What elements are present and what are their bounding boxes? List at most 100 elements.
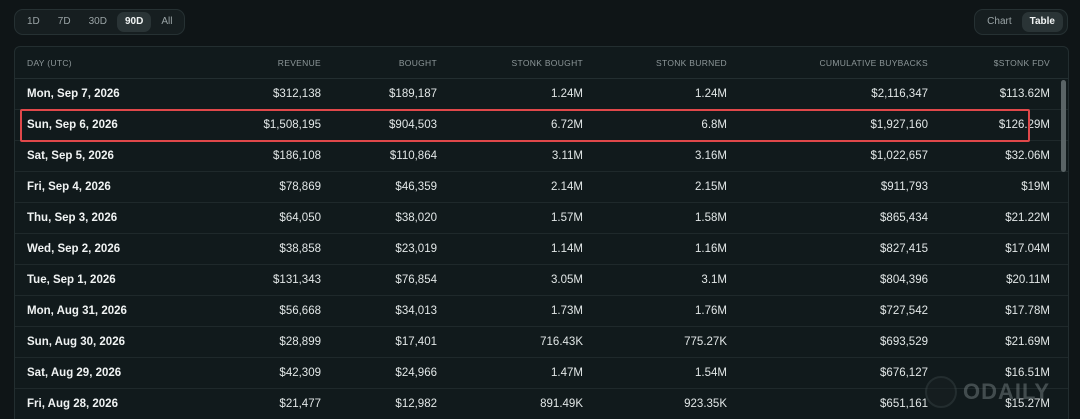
range-7d-button[interactable]: 7D [57,16,71,27]
cell-revenue: $56,668 [279,305,321,317]
cell-revenue: $21,477 [279,398,321,410]
cell-stonk-burned: 1.16M [695,243,727,255]
range-90d-button[interactable]: 90D [116,12,152,32]
cell-cumulative-buybacks: $1,927,160 [870,119,928,131]
cell-cumulative-buybacks: $827,415 [880,243,928,255]
cell-stonk-fdv: $16.51M [1005,367,1050,379]
table-row[interactable]: Wed, Sep 2, 2026 $38,858 $23,019 1.14M 1.16M… [15,234,1068,265]
header-day[interactable]: DAY (UTC) [27,58,72,68]
cell-stonk-bought: 1.14M [551,243,583,255]
watermark-text: ODAILY [963,379,1051,404]
scrollbar-thumb[interactable] [1061,80,1066,172]
range-30d-button[interactable]: 30D [88,16,107,27]
cell-stonk-bought: 6.72M [551,119,583,131]
cell-revenue: $1,508,195 [263,119,321,131]
cell-day: Wed, Sep 2, 2026 [27,243,121,255]
table-row[interactable]: Sat, Aug 29, 2026 $42,309 $24,966 1.47M 1.54… [15,358,1068,389]
chart-view-button[interactable]: Chart [987,16,1012,27]
header-stonk-burned[interactable]: STONK BURNED [656,58,727,68]
cell-bought: $38,020 [395,212,437,224]
view-toggle: Chart Table [974,9,1068,35]
cell-stonk-bought: 3.05M [551,274,583,286]
cell-stonk-burned: 923.35K [684,398,727,410]
cell-day: Fri, Sep 4, 2026 [27,181,111,193]
header-bought[interactable]: BOUGHT [398,58,437,68]
cell-revenue: $186,108 [273,150,321,162]
cell-bought: $189,187 [389,88,437,100]
cell-stonk-bought: 1.73M [551,305,583,317]
header-stonk-bought[interactable]: STONK BOUGHT [511,58,583,68]
cell-bought: $46,359 [395,181,437,193]
cell-cumulative-buybacks: $911,793 [880,181,928,193]
cell-revenue: $38,858 [279,243,321,255]
cell-revenue: $131,343 [273,274,321,286]
table-view-button[interactable]: Table [1021,12,1063,32]
cell-stonk-bought: 716.43K [540,336,583,348]
cell-stonk-fdv: $20.11M [1006,274,1050,286]
range-1d-button[interactable]: 1D [27,16,40,27]
header-revenue[interactable]: REVENUE [277,58,321,68]
cell-stonk-fdv: $17.04M [1005,243,1050,255]
table-row[interactable]: Fri, Aug 28, 2026 $21,477 $12,982 891.49K 92… [15,389,1068,419]
cell-stonk-bought: 1.24M [551,88,583,100]
cell-cumulative-buybacks: $865,434 [880,212,928,224]
cell-day: Sat, Aug 29, 2026 [27,367,122,379]
cell-bought: $17,401 [395,336,437,348]
cell-stonk-burned: 6.8M [701,119,727,131]
cell-bought: $23,019 [395,243,437,255]
cell-bought: $34,013 [395,305,437,317]
cell-stonk-bought: 3.11M [551,150,583,162]
cell-stonk-fdv: $32.06M [1005,150,1050,162]
cell-stonk-bought: 1.57M [551,212,583,224]
watermark-logo-icon [925,376,957,408]
cell-cumulative-buybacks: $2,116,347 [871,88,928,100]
cell-stonk-fdv: $15.27M [1005,398,1050,410]
cell-bought: $904,503 [389,119,437,131]
cell-bought: $110,864 [389,150,437,162]
cell-stonk-fdv: $21.22M [1005,212,1050,224]
cell-revenue: $64,050 [279,212,321,224]
cell-stonk-burned: 775.27K [684,336,727,348]
table-row[interactable]: Sat, Sep 5, 2026 $186,108 $110,864 3.11M 3.1… [15,141,1068,172]
time-range-selector: 1D 7D 30D 90D All [14,9,186,35]
cell-cumulative-buybacks: $804,396 [880,274,928,286]
cell-revenue: $312,138 [273,88,321,100]
buybacks-table: DAY (UTC) REVENUE BOUGHT STONK BOUGHT ST… [14,46,1069,419]
cell-stonk-burned: 3.16M [695,150,727,162]
cell-stonk-fdv: $113.62M [999,88,1050,100]
cell-stonk-bought: 1.47M [551,367,583,379]
table-row[interactable]: Tue, Sep 1, 2026 $131,343 $76,854 3.05M 3.1M… [15,265,1068,296]
table-body: Mon, Sep 7, 2026 $312,138 $189,187 1.24M 1.2… [15,79,1068,419]
cell-revenue: $28,899 [279,336,321,348]
watermark: ODAILY [925,376,1050,408]
cell-stonk-bought: 891.49K [540,398,583,410]
header-stonk-fdv[interactable]: $STONK FDV [993,58,1050,68]
cell-revenue: $78,869 [279,181,321,193]
cell-day: Mon, Aug 31, 2026 [27,305,127,317]
cell-cumulative-buybacks: $727,542 [880,305,928,317]
table-row[interactable]: Thu, Sep 3, 2026 $64,050 $38,020 1.57M 1.58M… [15,203,1068,234]
table-row[interactable]: Mon, Sep 7, 2026 $312,138 $189,187 1.24M 1.2… [15,79,1068,110]
cell-cumulative-buybacks: $1,022,657 [870,150,928,162]
cell-stonk-fdv: $17.78M [1005,305,1050,317]
table-row[interactable]: Mon, Aug 31, 2026 $56,668 $34,013 1.73M 1.76… [15,296,1068,327]
cell-stonk-burned: 1.24M [695,88,727,100]
cell-day: Sun, Aug 30, 2026 [27,336,125,348]
cell-stonk-fdv: $19M [1021,181,1050,193]
table-row[interactable]: Sun, Sep 6, 2026 $1,508,195 $904,503 6.72M 6… [15,110,1068,141]
cell-stonk-burned: 1.76M [695,305,727,317]
table-row[interactable]: Fri, Sep 4, 2026 $78,869 $46,359 2.14M 2.15M… [15,172,1068,203]
cell-bought: $24,966 [395,367,437,379]
cell-day: Fri, Aug 28, 2026 [27,398,118,410]
table-header: DAY (UTC) REVENUE BOUGHT STONK BOUGHT ST… [15,47,1068,79]
cell-cumulative-buybacks: $693,529 [880,336,928,348]
cell-stonk-bought: 2.14M [551,181,583,193]
range-all-button[interactable]: All [161,16,173,27]
cell-stonk-fdv: $21.69M [1005,336,1050,348]
cell-stonk-burned: 1.54M [695,367,727,379]
header-cumulative-buybacks[interactable]: CUMULATIVE BUYBACKS [819,58,928,68]
cell-stonk-burned: 1.58M [695,212,727,224]
cell-day: Sat, Sep 5, 2026 [27,150,114,162]
table-row[interactable]: Sun, Aug 30, 2026 $28,899 $17,401 716.43K 77… [15,327,1068,358]
cell-day: Thu, Sep 3, 2026 [27,212,118,224]
